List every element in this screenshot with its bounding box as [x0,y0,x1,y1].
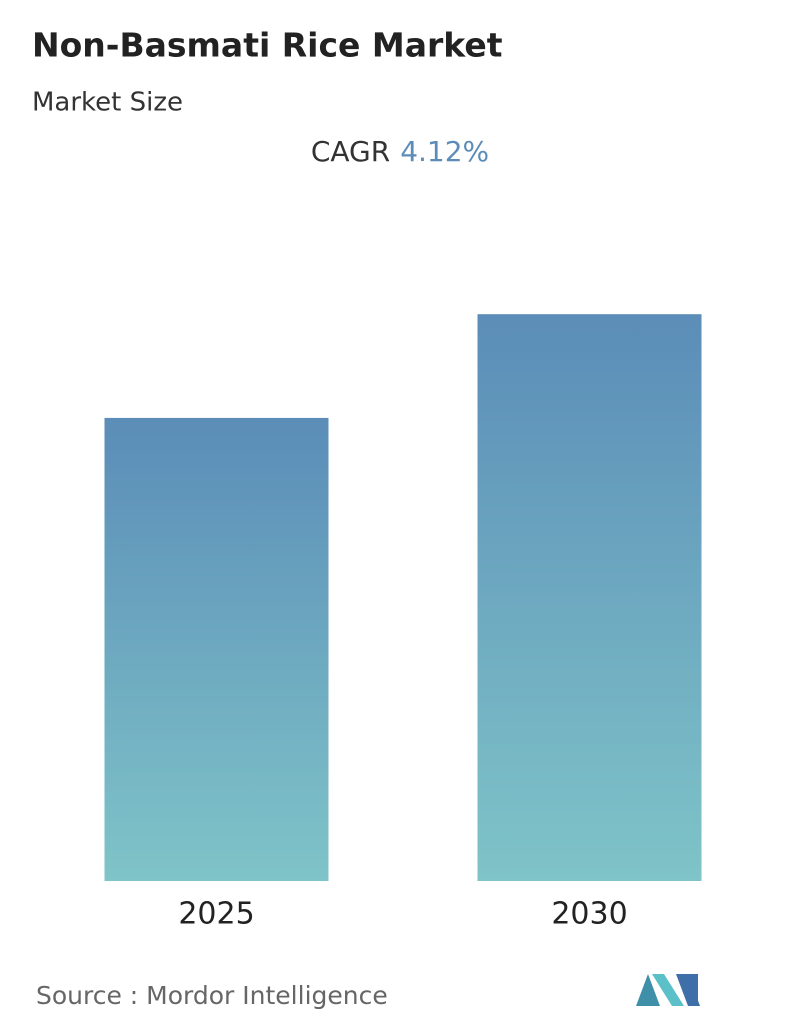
logo [636,974,700,1006]
x-tick-label: 2025 [178,897,254,932]
bar [477,314,702,881]
chart-title: Non-Basmati Rice Market [32,26,503,65]
cagr-label: CAGR [311,135,390,168]
bar [104,417,329,881]
x-tick-label: 2030 [551,897,627,932]
chart-subtitle: Market Size [32,88,183,118]
cagr: CAGR 4.12% [311,135,489,168]
cagr-value: 4.12% [400,135,489,168]
source: Source : Mordor Intelligence [36,981,388,1010]
